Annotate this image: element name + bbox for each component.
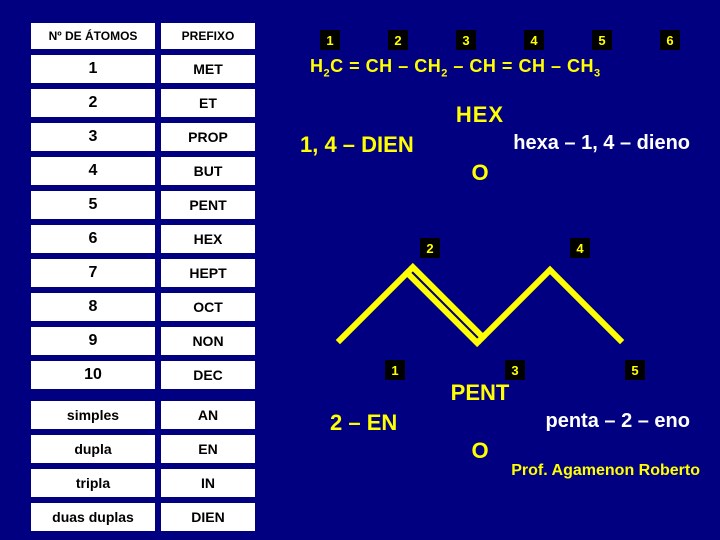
bond-cell-v: AN (158, 398, 258, 432)
atoms-cell-p: HEX (158, 222, 258, 256)
bond-cell-k: simples (28, 398, 158, 432)
table-row: 6HEX (28, 222, 258, 256)
atoms-cell-p: ET (158, 86, 258, 120)
carbon-number-box: 5 (592, 30, 612, 50)
table-row: simplesAN (28, 398, 258, 432)
atoms-cell-p: DEC (158, 358, 258, 392)
zigzag-carbon-number: 2 (420, 238, 440, 258)
carbon-number-box: 2 (388, 30, 408, 50)
atoms-cell-p: NON (158, 324, 258, 358)
table-row: 2ET (28, 86, 258, 120)
atoms-header-n: Nº DE ÁTOMOS (28, 20, 158, 52)
atoms-cell-n: 3 (28, 120, 158, 154)
bond-cell-v: EN (158, 432, 258, 466)
table-row: 3PROP (28, 120, 258, 154)
table-row: 4BUT (28, 154, 258, 188)
bond-cell-k: tripla (28, 466, 158, 500)
table-row: triplaIN (28, 466, 258, 500)
table-row: duplaEN (28, 432, 258, 466)
author-credit: Prof. Agamenon Roberto (511, 462, 700, 480)
bonds-suffix-table: simplesANduplaENtriplaINduas duplasDIEN (28, 398, 258, 534)
zigzag-carbon-number: 3 (505, 360, 525, 380)
carbon-number-box: 1 (320, 30, 340, 50)
hexadiene-region: 1 2 3 4 5 6 H2C = CH – CH2 – CH = CH – CH3 HE… (300, 30, 700, 186)
table-row: 9NON (28, 324, 258, 358)
atoms-header-p: PREFIXO (158, 20, 258, 52)
hex-name-locant: 1, 4 – DIEN (300, 132, 414, 158)
atoms-cell-n: 2 (28, 86, 158, 120)
pent-name-full: penta – 2 – eno (546, 410, 691, 436)
pent-name-prefix: PENT (260, 380, 700, 406)
bond-cell-k: dupla (28, 432, 158, 466)
hex-name-prefix: HEX (260, 102, 700, 128)
table-row: 10DEC (28, 358, 258, 392)
table-row: 7HEPT (28, 256, 258, 290)
table-row: 8OCT (28, 290, 258, 324)
hex-name-full: hexa – 1, 4 – dieno (513, 132, 690, 158)
chain-formula: H2C = CH – CH2 – CH = CH – CH3 (310, 56, 700, 80)
atoms-cell-p: BUT (158, 154, 258, 188)
table-row: duas duplasDIEN (28, 500, 258, 534)
hex-name-suffix: O (260, 160, 700, 186)
zigzag-carbon-number: 4 (570, 238, 590, 258)
atoms-cell-p: OCT (158, 290, 258, 324)
table-row: 5PENT (28, 188, 258, 222)
atoms-cell-n: 6 (28, 222, 158, 256)
pent-name-suffix: O (260, 438, 700, 464)
zigzag-carbon-number: 1 (385, 360, 405, 380)
bond-cell-v: IN (158, 466, 258, 500)
carbon-number-box: 6 (660, 30, 680, 50)
atoms-cell-n: 8 (28, 290, 158, 324)
atoms-cell-n: 4 (28, 154, 158, 188)
atoms-cell-p: MET (158, 52, 258, 86)
pent-name-locant: 2 – EN (330, 410, 397, 436)
pent-name-block: PENT 2 – EN penta – 2 – eno O (300, 380, 700, 464)
atoms-prefix-table: Nº DE ÁTOMOS PREFIXO 1MET2ET3PROP4BUT5PE… (28, 20, 258, 392)
zigzag-carbon-number: 5 (625, 360, 645, 380)
atoms-cell-p: PROP (158, 120, 258, 154)
carbon-number-box: 4 (524, 30, 544, 50)
bond-cell-k: duas duplas (28, 500, 158, 534)
bond-cell-v: DIEN (158, 500, 258, 534)
atoms-cell-n: 9 (28, 324, 158, 358)
hex-name-block: HEX 1, 4 – DIEN hexa – 1, 4 – dieno O (300, 102, 700, 186)
carbon-number-strip: 1 2 3 4 5 6 (320, 30, 680, 50)
carbon-number-box: 3 (456, 30, 476, 50)
atoms-cell-p: HEPT (158, 256, 258, 290)
pentene-zigzag-diagram: 1 2 3 4 5 (300, 220, 700, 395)
atoms-cell-n: 1 (28, 52, 158, 86)
zigzag-svg (300, 220, 660, 390)
table-row: 1MET (28, 52, 258, 86)
atoms-cell-n: 5 (28, 188, 158, 222)
atoms-cell-p: PENT (158, 188, 258, 222)
atoms-cell-n: 10 (28, 358, 158, 392)
atoms-cell-n: 7 (28, 256, 158, 290)
